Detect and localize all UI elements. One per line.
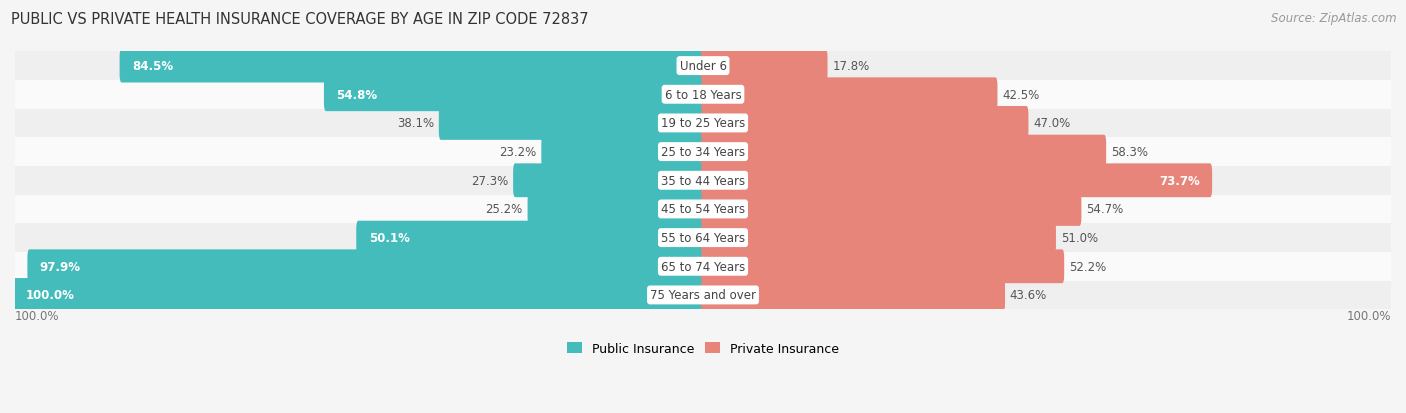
FancyBboxPatch shape bbox=[702, 107, 1028, 140]
Bar bbox=[15, 52, 1391, 81]
Legend: Public Insurance, Private Insurance: Public Insurance, Private Insurance bbox=[562, 337, 844, 360]
Text: 27.3%: 27.3% bbox=[471, 174, 509, 188]
Text: 54.8%: 54.8% bbox=[336, 88, 377, 102]
FancyBboxPatch shape bbox=[527, 192, 704, 226]
FancyBboxPatch shape bbox=[120, 50, 704, 83]
Text: Under 6: Under 6 bbox=[679, 60, 727, 73]
Text: 55 to 64 Years: 55 to 64 Years bbox=[661, 232, 745, 244]
FancyBboxPatch shape bbox=[513, 164, 704, 198]
Text: 100.0%: 100.0% bbox=[25, 289, 75, 302]
Text: 54.7%: 54.7% bbox=[1087, 203, 1123, 216]
Text: 35 to 44 Years: 35 to 44 Years bbox=[661, 174, 745, 188]
FancyBboxPatch shape bbox=[702, 192, 1081, 226]
FancyBboxPatch shape bbox=[13, 278, 704, 312]
Text: 6 to 18 Years: 6 to 18 Years bbox=[665, 88, 741, 102]
Bar bbox=[15, 224, 1391, 252]
Text: 38.1%: 38.1% bbox=[396, 117, 434, 130]
Bar bbox=[15, 281, 1391, 309]
Text: 97.9%: 97.9% bbox=[39, 260, 80, 273]
Text: 100.0%: 100.0% bbox=[15, 309, 59, 323]
Text: 58.3%: 58.3% bbox=[1111, 146, 1147, 159]
Text: 25 to 34 Years: 25 to 34 Years bbox=[661, 146, 745, 159]
Bar bbox=[15, 138, 1391, 166]
Text: 42.5%: 42.5% bbox=[1002, 88, 1039, 102]
FancyBboxPatch shape bbox=[702, 221, 1056, 255]
Text: 23.2%: 23.2% bbox=[499, 146, 537, 159]
FancyBboxPatch shape bbox=[439, 107, 704, 140]
FancyBboxPatch shape bbox=[702, 164, 1212, 198]
FancyBboxPatch shape bbox=[323, 78, 704, 112]
FancyBboxPatch shape bbox=[702, 135, 1107, 169]
FancyBboxPatch shape bbox=[702, 278, 1005, 312]
FancyBboxPatch shape bbox=[541, 135, 704, 169]
Text: Source: ZipAtlas.com: Source: ZipAtlas.com bbox=[1271, 12, 1396, 25]
Text: 84.5%: 84.5% bbox=[132, 60, 173, 73]
Text: 43.6%: 43.6% bbox=[1010, 289, 1047, 302]
Text: 50.1%: 50.1% bbox=[368, 232, 409, 244]
FancyBboxPatch shape bbox=[702, 250, 1064, 283]
FancyBboxPatch shape bbox=[702, 78, 997, 112]
Bar bbox=[15, 81, 1391, 109]
Text: PUBLIC VS PRIVATE HEALTH INSURANCE COVERAGE BY AGE IN ZIP CODE 72837: PUBLIC VS PRIVATE HEALTH INSURANCE COVER… bbox=[11, 12, 589, 27]
Text: 65 to 74 Years: 65 to 74 Years bbox=[661, 260, 745, 273]
Text: 75 Years and over: 75 Years and over bbox=[650, 289, 756, 302]
Bar bbox=[15, 109, 1391, 138]
FancyBboxPatch shape bbox=[356, 221, 704, 255]
Text: 45 to 54 Years: 45 to 54 Years bbox=[661, 203, 745, 216]
Text: 25.2%: 25.2% bbox=[485, 203, 523, 216]
Text: 100.0%: 100.0% bbox=[1347, 309, 1391, 323]
Text: 51.0%: 51.0% bbox=[1060, 232, 1098, 244]
Bar bbox=[15, 252, 1391, 281]
FancyBboxPatch shape bbox=[27, 250, 704, 283]
Text: 52.2%: 52.2% bbox=[1069, 260, 1107, 273]
Text: 19 to 25 Years: 19 to 25 Years bbox=[661, 117, 745, 130]
Text: 47.0%: 47.0% bbox=[1033, 117, 1070, 130]
Bar bbox=[15, 195, 1391, 224]
Text: 17.8%: 17.8% bbox=[832, 60, 869, 73]
Text: 73.7%: 73.7% bbox=[1159, 174, 1199, 188]
Bar bbox=[15, 166, 1391, 195]
FancyBboxPatch shape bbox=[702, 50, 828, 83]
